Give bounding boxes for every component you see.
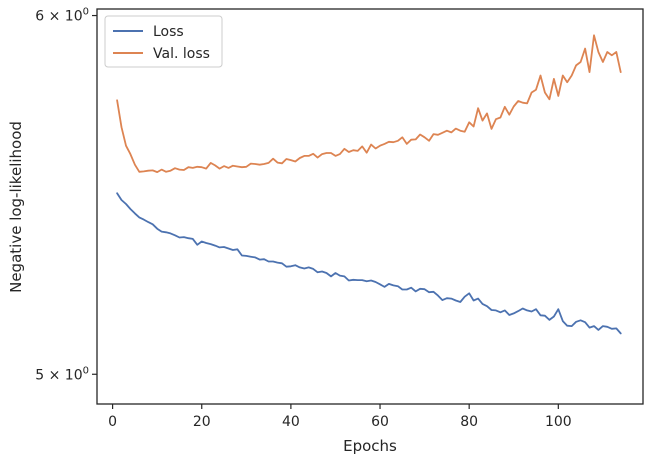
y-axis-label: Negative log-likelihood	[7, 121, 25, 293]
plot-layer	[116, 34, 622, 335]
legend-label-loss: Loss	[153, 24, 184, 40]
x-tick-label: 20	[193, 414, 211, 430]
y-tick-label: 5 × 100	[35, 365, 89, 383]
series-line-loss	[116, 192, 622, 335]
x-tick-label: 60	[371, 414, 389, 430]
series-line-val-loss	[116, 34, 622, 174]
ticks-layer: 0 20 40 60 80 100 5 × 100 6 × 100	[35, 7, 571, 430]
x-tick-label: 80	[460, 414, 478, 430]
legend: Loss Val. loss	[104, 15, 223, 68]
axes-frame	[96, 8, 644, 405]
legend-label-val-loss: Val. loss	[153, 46, 210, 62]
legend-box	[104, 15, 223, 68]
x-axis-label: Epochs	[343, 437, 397, 455]
x-tick-label: 40	[282, 414, 300, 430]
x-tick-label: 0	[108, 414, 117, 430]
y-tick-label: 6 × 100	[35, 7, 89, 25]
x-tick-label: 100	[545, 414, 572, 430]
